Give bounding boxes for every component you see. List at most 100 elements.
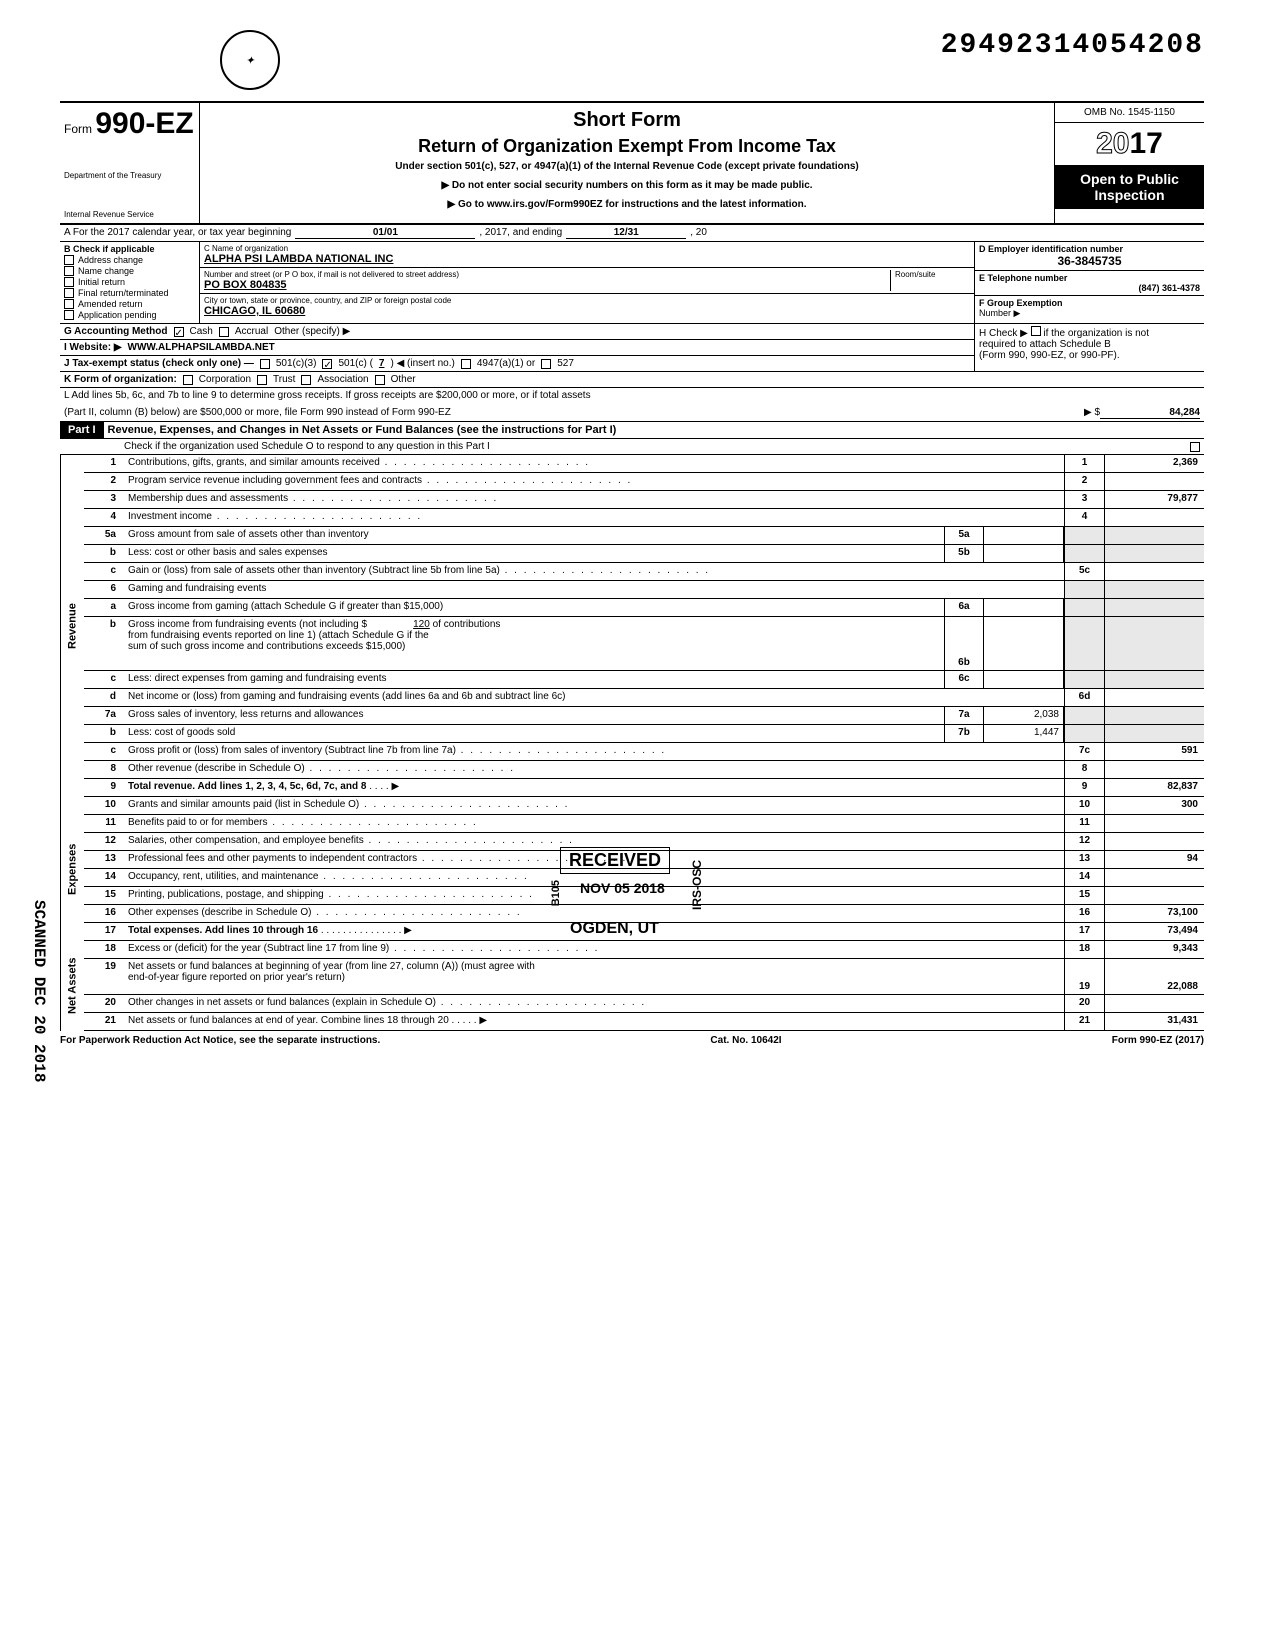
cb-corporation[interactable] — [183, 375, 193, 385]
note-ssn: ▶ Do not enter social security numbers o… — [206, 180, 1048, 191]
line-1-value[interactable]: 2,369 — [1104, 455, 1204, 472]
cb-cash[interactable] — [174, 327, 184, 337]
line-3-value[interactable]: 79,877 — [1104, 491, 1204, 508]
cb-initial-return[interactable] — [64, 277, 74, 287]
line-18-value[interactable]: 9,343 — [1104, 941, 1204, 958]
501c-insert[interactable]: 7 — [379, 358, 385, 369]
line-6c-mv[interactable] — [984, 671, 1064, 688]
line-6d-value[interactable] — [1104, 689, 1204, 706]
line-13-num: 13 — [84, 851, 124, 868]
line-6b-desc: Gross income from fundraising events (no… — [124, 617, 944, 670]
line-20-desc: Other changes in net assets or fund bala… — [124, 995, 1064, 1012]
line-6c-num: c — [84, 671, 124, 688]
cb-trust[interactable] — [257, 375, 267, 385]
line-9-rn: 9 — [1064, 779, 1104, 796]
line-21-value[interactable]: 31,431 — [1104, 1013, 1204, 1030]
line-15-value[interactable] — [1104, 887, 1204, 904]
line-10-value[interactable]: 300 — [1104, 797, 1204, 814]
line-5c-value[interactable] — [1104, 563, 1204, 580]
cb-address-change[interactable] — [64, 255, 74, 265]
line-1-desc: Contributions, gifts, grants, and simila… — [124, 455, 1064, 472]
line-6c-rshaded — [1104, 671, 1204, 688]
line-11-value[interactable] — [1104, 815, 1204, 832]
501c-suffix: ) ◀ (insert no.) — [390, 358, 454, 369]
line-7b-desc: Less: cost of goods sold — [124, 725, 944, 742]
line-6c-shaded — [1064, 671, 1104, 688]
line-8-desc: Other revenue (describe in Schedule O) — [124, 761, 1064, 778]
cb-name-change[interactable] — [64, 266, 74, 276]
website-value[interactable]: WWW.ALPHAPSILAMBDA.NET — [128, 342, 275, 353]
line-13-value[interactable]: 94 — [1104, 851, 1204, 868]
cb-501c3[interactable] — [260, 359, 270, 369]
other-org-label: Other — [391, 374, 416, 385]
org-name[interactable]: ALPHA PSI LAMBDA NATIONAL INC — [204, 253, 970, 265]
cb-accrual[interactable] — [219, 327, 229, 337]
room-label: Room/suite — [895, 270, 970, 279]
line-20-value[interactable] — [1104, 995, 1204, 1012]
line-7a-desc: Gross sales of inventory, less returns a… — [124, 707, 944, 724]
date-stamp: NOV 05 2018 — [580, 880, 665, 896]
line-5a-rshaded — [1104, 527, 1204, 544]
cb-label-name: Name change — [78, 266, 134, 276]
cb-4947[interactable] — [461, 359, 471, 369]
line-15-rn: 15 — [1064, 887, 1104, 904]
line-6c-desc: Less: direct expenses from gaming and fu… — [124, 671, 944, 688]
cb-schedule-b[interactable] — [1031, 326, 1041, 336]
part1-label: Part I — [60, 422, 104, 438]
cb-label-address: Address change — [78, 255, 143, 265]
cb-527[interactable] — [541, 359, 551, 369]
line-6b-mv[interactable] — [984, 617, 1064, 670]
line-8-num: 8 — [84, 761, 124, 778]
line-6a-mn: 6a — [944, 599, 984, 616]
tax-year-end[interactable]: 12/31 — [566, 227, 686, 239]
line-6a-mv[interactable] — [984, 599, 1064, 616]
dept-treasury: Department of the Treasury — [64, 171, 195, 180]
revenue-section: Revenue 1Contributions, gifts, grants, a… — [60, 455, 1204, 797]
ein-value[interactable]: 36-3845735 — [979, 254, 1200, 268]
line-2-num: 2 — [84, 473, 124, 490]
revenue-side-label: Revenue — [60, 455, 84, 797]
line-5b-mv[interactable] — [984, 545, 1064, 562]
line-7a-mv[interactable]: 2,038 — [984, 707, 1064, 724]
line-3-rn: 3 — [1064, 491, 1104, 508]
line-7b-shaded — [1064, 725, 1104, 742]
phone-value[interactable]: (847) 361-4378 — [979, 283, 1200, 293]
received-stamp: RECEIVED — [560, 847, 670, 874]
cb-application-pending[interactable] — [64, 310, 74, 320]
line-12-value[interactable] — [1104, 833, 1204, 850]
cb-other-org[interactable] — [375, 375, 385, 385]
form-prefix: Form — [64, 122, 92, 136]
cb-final-return[interactable] — [64, 288, 74, 298]
cb-schedule-o[interactable] — [1190, 442, 1200, 452]
line-16-value[interactable]: 73,100 — [1104, 905, 1204, 922]
line-21-rn: 21 — [1064, 1013, 1104, 1030]
city-value[interactable]: CHICAGO, IL 60680 — [204, 305, 970, 317]
cb-amended-return[interactable] — [64, 299, 74, 309]
cb-501c[interactable] — [322, 359, 332, 369]
line-19-value[interactable]: 22,088 — [1104, 959, 1204, 994]
line-4-value[interactable] — [1104, 509, 1204, 526]
line-1-rn: 1 — [1064, 455, 1104, 472]
cb-association[interactable] — [301, 375, 311, 385]
line-15-num: 15 — [84, 887, 124, 904]
street-value[interactable]: PO BOX 804835 — [204, 279, 890, 291]
line-7c-value[interactable]: 591 — [1104, 743, 1204, 760]
line-16-num: 16 — [84, 905, 124, 922]
line-2-value[interactable] — [1104, 473, 1204, 490]
org-form-label: K Form of organization: — [64, 374, 177, 385]
gross-receipts-value[interactable]: 84,284 — [1100, 407, 1200, 419]
line-9-value[interactable]: 82,837 — [1104, 779, 1204, 796]
row-a-tax-year: A For the 2017 calendar year, or tax yea… — [60, 225, 1204, 242]
col-b-header: B Check if applicable — [64, 244, 195, 254]
line-17-value[interactable]: 73,494 — [1104, 923, 1204, 940]
line-10-num: 10 — [84, 797, 124, 814]
line-5a-mv[interactable] — [984, 527, 1064, 544]
line-7b-mv[interactable]: 1,447 — [984, 725, 1064, 742]
line-8-value[interactable] — [1104, 761, 1204, 778]
line-10-rn: 10 — [1064, 797, 1104, 814]
line-14-value[interactable] — [1104, 869, 1204, 886]
line-8-rn: 8 — [1064, 761, 1104, 778]
tax-year-begin[interactable]: 01/01 — [295, 227, 475, 239]
line-6b-contrib[interactable]: 120 — [370, 619, 430, 630]
h-text3: (Form 990, 990-EZ, or 990-PF). — [979, 350, 1200, 361]
